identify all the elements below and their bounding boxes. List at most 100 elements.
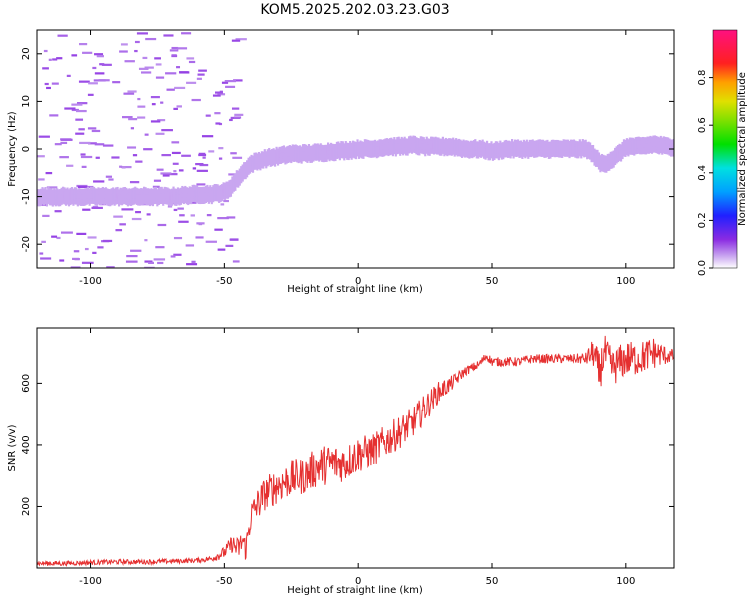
spectrogram-noise-cell (198, 223, 203, 226)
spectrogram-track-core (356, 146, 359, 151)
spectrogram-track-core (413, 142, 417, 148)
spectrogram-noise-cell (144, 133, 149, 136)
spectrogram-track-core (525, 146, 528, 151)
spectrogram-track-core (547, 147, 551, 152)
spectrogram-track-core (614, 154, 617, 159)
spectrogram-track-core (637, 143, 640, 149)
spectrogram-track-core (552, 146, 555, 151)
spectrogram-track-core (664, 143, 667, 149)
spectrogram-track-core (37, 195, 40, 200)
spectrogram-track-core (357, 147, 361, 152)
spectrogram-track-core (505, 146, 508, 151)
spectrogram-track-core (581, 146, 584, 151)
spectrogram-noise-cell (82, 51, 93, 54)
spectrogram-track-core (447, 144, 450, 149)
spectrogram-track-core (256, 159, 259, 164)
spectrogram-track-core (421, 143, 424, 148)
spectrogram-track-core (513, 146, 517, 151)
spectrogram-noise-cell (95, 156, 100, 159)
spectrogram-track-core (219, 190, 222, 196)
spectrogram-track-core (533, 147, 536, 152)
spectrogram-track-core (428, 144, 431, 150)
spectrogram-noise-cell (84, 247, 89, 251)
spectrogram-noise-cell (179, 71, 190, 74)
spectrogram-noise-cell (48, 58, 52, 61)
spectrogram-track-core (288, 151, 291, 157)
spectrogram-track-core (66, 194, 69, 199)
spectrogram-track-core (212, 191, 215, 196)
spectrogram-track-core (643, 143, 646, 148)
spectrogram-track-core (524, 147, 527, 152)
spectrogram-noise-cell (171, 151, 181, 155)
spectrogram-noise-cell (217, 248, 226, 251)
spectrogram-noise-cell (144, 266, 155, 268)
spectrogram-noise-cell (197, 73, 205, 76)
spectrogram-track-core (169, 195, 172, 200)
spectrogram-track-core (462, 146, 465, 151)
spectrogram-noise-cell (167, 205, 173, 208)
spectrogram-noise-cell (97, 246, 104, 249)
spectrogram-noise-cell (70, 266, 81, 268)
spectrogram-track-core (63, 194, 66, 199)
spectrogram-track-core (466, 147, 470, 152)
spectrogram-track-core (144, 194, 147, 199)
spectrogram-track-core (57, 195, 60, 200)
spectrogram-track-core (490, 148, 493, 153)
spectrogram-track-core (197, 192, 200, 197)
spectrogram-track-core (47, 193, 50, 199)
spectrogram-track-core (64, 194, 68, 200)
spectrogram-noise-cell (215, 122, 221, 125)
spectrogram-track-core (440, 144, 443, 150)
spectrogram-track-core (558, 146, 561, 152)
spectrogram-noise-cell (106, 266, 115, 268)
spectrogram-track-core (519, 146, 523, 152)
spectrogram-track-core (184, 192, 187, 198)
spectrogram-noise-cell (162, 174, 170, 177)
spectrogram-track-core (54, 195, 57, 200)
spectrogram-track-core (200, 192, 203, 197)
spectrogram-track-core (606, 160, 609, 165)
spectrogram-noise-cell (228, 173, 237, 176)
spectrogram-track-core (418, 144, 421, 149)
spectrogram-track-core (544, 146, 548, 152)
y-tick-label: -20 (21, 236, 32, 252)
spectrogram-track-core (95, 194, 99, 200)
spectrogram-track-core (315, 150, 318, 155)
spectrogram-noise-cell (234, 113, 244, 116)
spectrogram-track-core (53, 194, 56, 199)
spectrogram-track-core (235, 177, 238, 182)
spectrogram-track-core (444, 144, 447, 149)
spectrogram-track-core (465, 146, 468, 152)
spectrogram-noise-cell (214, 228, 223, 231)
spectrogram-track-core (190, 193, 193, 198)
spectrogram-track-core (497, 148, 500, 154)
spectrogram-track-core (562, 146, 565, 151)
spectrogram-noise-cell (94, 53, 104, 56)
spectrogram-noise-cell (223, 199, 229, 203)
spectrogram-track-core (480, 147, 483, 152)
spectrogram-track-core (469, 146, 472, 152)
spectrogram-noise-cell (60, 138, 72, 141)
spectrogram-noise-cell (76, 102, 88, 105)
spectrogram-noise-cell (39, 252, 44, 255)
spectrogram-track-core (642, 143, 645, 148)
spectrogram-track-core (347, 148, 350, 153)
spectrogram-noise-cell (92, 66, 97, 70)
spectrogram-track-core (394, 145, 397, 150)
spectrogram-track-core (622, 146, 626, 151)
spectrogram-noise-cell (66, 164, 74, 167)
spectrogram-track-core (518, 147, 521, 152)
spectrogram-noise-cell (157, 223, 167, 227)
spectrogram-noise-cell (173, 170, 177, 173)
spectrogram-track-core (321, 150, 324, 156)
spectrogram-noise-cell (179, 214, 185, 217)
spectrogram-track-core (644, 143, 648, 148)
spectrogram-track-core (405, 144, 408, 149)
spectrogram-track-core (583, 146, 586, 152)
spectrogram-track-core (100, 194, 103, 199)
spectrogram-track-core (337, 148, 340, 153)
spectrogram-noise-cell (81, 261, 94, 264)
spectrogram-track-core (147, 194, 150, 199)
spectrogram-noise-cell (131, 217, 142, 221)
colorbar-tick-label: 0.8 (697, 70, 708, 86)
